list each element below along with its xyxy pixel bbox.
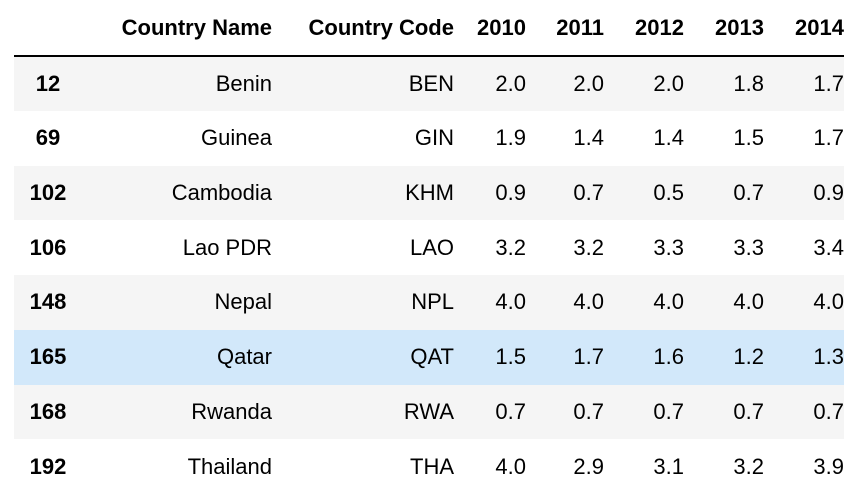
row-index-cell: 102	[29, 179, 67, 205]
table-header: Country Name Country Code 2010 2011 2012…	[14, 0, 844, 57]
year-value-cell: 1.4	[653, 125, 684, 151]
country-name-cell: Thailand	[187, 453, 272, 479]
table-row-benin[interactable]: 12 Benin BEN 2.0 2.0 2.0 1.8 1.7	[14, 56, 844, 111]
country-code-cell: LAO	[409, 234, 454, 260]
table-row-nepal[interactable]: 148 Nepal NPL 4.0 4.0 4.0 4.0 4.0	[14, 275, 844, 330]
year-value-cell: 0.7	[495, 398, 526, 424]
year-value-cell: 1.7	[813, 125, 844, 151]
header-cell-2014[interactable]: 2014	[764, 0, 844, 57]
year-value-cell: 2.0	[573, 70, 604, 96]
year-value-cell: 3.3	[653, 234, 684, 260]
table-row-rwanda[interactable]: 168 Rwanda RWA 0.7 0.7 0.7 0.7 0.7	[14, 384, 844, 440]
header-cell-2011[interactable]: 2011	[526, 0, 604, 57]
row-index-cell: 12	[35, 70, 61, 96]
year-value-cell: 1.5	[495, 344, 526, 370]
year-value-cell: 0.7	[813, 398, 844, 424]
year-value-cell: 3.2	[495, 234, 526, 260]
table-row-guinea[interactable]: 69 Guinea GIN 1.9 1.4 1.4 1.5 1.7	[14, 111, 844, 166]
country-name-cell: Cambodia	[171, 179, 272, 205]
row-index-cell: 69	[35, 125, 61, 151]
country-code-cell: RWA	[403, 398, 454, 424]
year-value-cell: 3.1	[653, 453, 684, 479]
year-value-cell: 0.7	[733, 398, 764, 424]
year-value-cell: 3.2	[573, 234, 604, 260]
year-value-cell: 2.0	[653, 70, 684, 96]
year-value-cell: 1.3	[813, 344, 844, 370]
year-value-cell: 1.6	[653, 344, 684, 370]
table-row-thailand[interactable]: 192 Thailand THA 4.0 2.9 3.1 3.2 3.9	[14, 439, 844, 494]
year-value-cell: 0.5	[653, 179, 684, 205]
header-cell-2013[interactable]: 2013	[684, 0, 764, 57]
row-index-cell: 148	[29, 289, 67, 315]
year-value-cell: 0.7	[653, 398, 684, 424]
year-value-cell: 4.0	[733, 289, 764, 315]
row-index-cell: 165	[29, 344, 67, 370]
country-code-cell: THA	[410, 453, 454, 479]
country-code-cell: KHM	[405, 179, 454, 205]
year-value-cell: 3.3	[733, 234, 764, 260]
table-row-cambodia[interactable]: 102 Cambodia KHM 0.9 0.7 0.5 0.7 0.9	[14, 165, 844, 221]
year-value-cell: 4.0	[495, 289, 526, 315]
table-row-lao-pdr[interactable]: 106 Lao PDR LAO 3.2 3.2 3.3 3.3 3.4	[14, 220, 844, 275]
country-name-cell: Nepal	[214, 289, 272, 315]
year-value-cell: 4.0	[495, 453, 526, 479]
year-value-cell: 3.2	[733, 453, 764, 479]
table-row-qatar-selected[interactable]: 165 Qatar QAT 1.5 1.7 1.6 1.2 1.3	[14, 329, 844, 385]
country-name-cell: Qatar	[216, 344, 272, 370]
year-value-cell: 2.9	[573, 453, 604, 479]
country-code-cell: BEN	[408, 70, 454, 96]
year-value-cell: 0.7	[733, 179, 764, 205]
year-value-cell: 1.7	[813, 70, 844, 96]
country-code-cell: NPL	[411, 289, 454, 315]
year-value-cell: 4.0	[653, 289, 684, 315]
year-value-cell: 3.4	[813, 234, 844, 260]
year-value-cell: 1.8	[733, 70, 764, 96]
year-value-cell: 1.4	[573, 125, 604, 151]
country-data-table: Country Name Country Code 2010 2011 2012…	[14, 0, 844, 494]
year-value-cell: 1.5	[733, 125, 764, 151]
year-value-cell: 0.9	[495, 179, 526, 205]
row-index-cell: 168	[29, 398, 67, 424]
country-name-cell: Guinea	[201, 125, 272, 151]
country-name-cell: Rwanda	[191, 398, 272, 424]
header-cell-2010[interactable]: 2010	[454, 0, 526, 57]
header-cell-index	[14, 0, 82, 57]
country-name-cell: Lao PDR	[182, 234, 272, 260]
year-value-cell: 4.0	[573, 289, 604, 315]
year-value-cell: 2.0	[495, 70, 526, 96]
row-index-cell: 192	[29, 453, 67, 479]
year-value-cell: 4.0	[813, 289, 844, 315]
header-cell-2012[interactable]: 2012	[604, 0, 684, 57]
header-cell-country-code[interactable]: Country Code	[272, 0, 454, 57]
country-name-cell: Benin	[215, 70, 272, 96]
table-body: 12 Benin BEN 2.0 2.0 2.0 1.8 1.7 69 Guin…	[14, 56, 844, 494]
country-code-cell: GIN	[414, 125, 454, 151]
year-value-cell: 1.7	[573, 344, 604, 370]
year-value-cell: 1.9	[495, 125, 526, 151]
row-index-cell: 106	[29, 234, 67, 260]
year-value-cell: 3.9	[813, 453, 844, 479]
year-value-cell: 0.7	[573, 398, 604, 424]
country-code-cell: QAT	[410, 344, 454, 370]
year-value-cell: 0.9	[813, 179, 844, 205]
year-value-cell: 0.7	[573, 179, 604, 205]
year-value-cell: 1.2	[733, 344, 764, 370]
header-row: Country Name Country Code 2010 2011 2012…	[14, 0, 844, 57]
header-cell-country-name[interactable]: Country Name	[82, 0, 272, 57]
